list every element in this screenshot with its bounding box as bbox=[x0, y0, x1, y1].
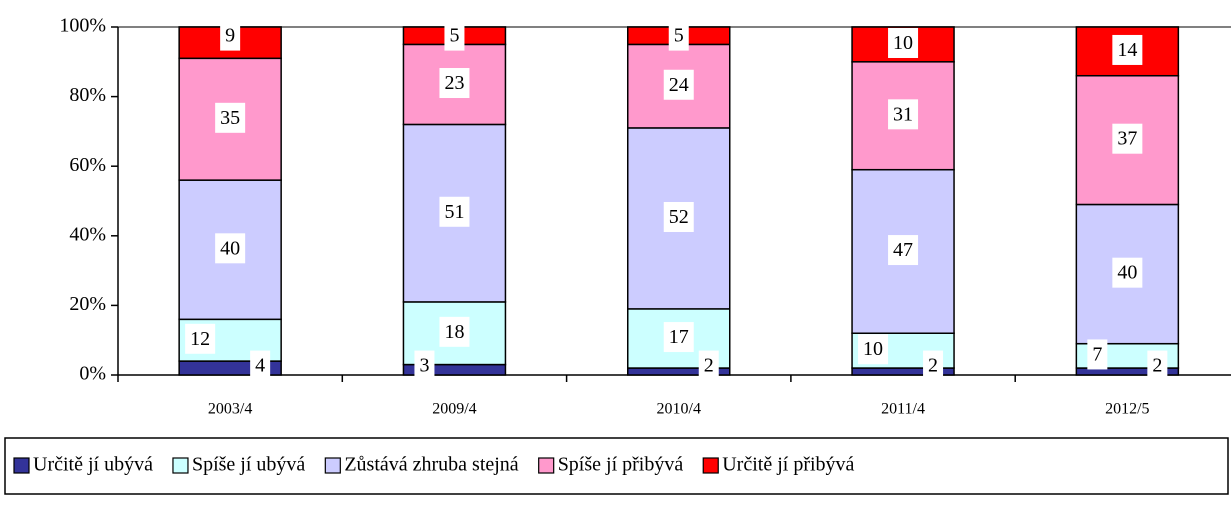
data-label: 2 bbox=[1152, 355, 1162, 377]
y-tick-label: 60% bbox=[69, 154, 106, 176]
legend-label: Zůstává zhruba stejná bbox=[344, 454, 518, 476]
y-tick-label: 80% bbox=[69, 84, 106, 106]
data-label-bg bbox=[414, 350, 435, 381]
data-label: 3 bbox=[419, 355, 429, 377]
data-label: 12 bbox=[190, 328, 210, 350]
data-label: 5 bbox=[674, 25, 684, 47]
legend-swatch bbox=[13, 457, 30, 474]
data-label: 5 bbox=[449, 25, 459, 47]
data-label: 23 bbox=[444, 72, 464, 94]
data-label: 52 bbox=[669, 206, 689, 228]
legend-swatch bbox=[324, 457, 341, 474]
data-label: 37 bbox=[1117, 128, 1137, 150]
x-tick-label: 2009/4 bbox=[432, 401, 476, 418]
data-label-bg bbox=[1112, 34, 1143, 65]
x-tick-label: 2011/4 bbox=[881, 401, 925, 418]
legend-swatch bbox=[702, 457, 719, 474]
data-label-bg bbox=[444, 20, 465, 51]
data-label: 18 bbox=[444, 321, 464, 343]
data-label: 10 bbox=[863, 338, 883, 360]
data-label: 14 bbox=[1117, 39, 1137, 61]
data-label-bg bbox=[663, 322, 694, 353]
data-label-bg bbox=[215, 233, 246, 264]
data-label: 10 bbox=[893, 32, 913, 54]
data-label-bg bbox=[668, 20, 689, 51]
data-label-bg bbox=[439, 316, 470, 347]
data-label-bg bbox=[663, 69, 694, 100]
legend-swatch bbox=[172, 457, 189, 474]
x-tick-label: 2012/5 bbox=[1105, 401, 1149, 418]
data-label: 35 bbox=[220, 107, 240, 129]
x-tick-label: 2010/4 bbox=[657, 401, 701, 418]
data-label-bg bbox=[215, 102, 246, 133]
data-label: 7 bbox=[1092, 343, 1102, 365]
y-tick-label: 20% bbox=[69, 293, 106, 315]
data-label: 2 bbox=[704, 355, 714, 377]
data-label: 4 bbox=[255, 355, 265, 377]
data-label-bg bbox=[1112, 257, 1143, 288]
data-label-bg bbox=[1147, 350, 1168, 381]
data-label-bg bbox=[1112, 123, 1143, 154]
y-tick-label: 0% bbox=[79, 363, 106, 385]
data-label: 17 bbox=[669, 326, 689, 348]
data-label-bg bbox=[185, 323, 216, 354]
data-label-bg bbox=[663, 201, 694, 232]
y-tick-label: 100% bbox=[59, 15, 106, 37]
data-label-bg bbox=[250, 350, 271, 381]
data-label: 2 bbox=[928, 355, 938, 377]
data-label: 24 bbox=[669, 74, 689, 96]
legend-swatch bbox=[538, 457, 555, 474]
data-label-bg bbox=[1087, 339, 1108, 370]
data-label: 40 bbox=[220, 237, 240, 259]
y-tick-label: 40% bbox=[69, 223, 106, 245]
data-label: 9 bbox=[225, 25, 235, 47]
legend-label: Určitě jí přibývá bbox=[722, 454, 854, 476]
legend-label: Určitě jí ubývá bbox=[33, 454, 153, 476]
data-label-bg bbox=[220, 20, 241, 51]
data-label-bg bbox=[888, 99, 919, 130]
data-label-bg bbox=[923, 350, 944, 381]
data-label-bg bbox=[888, 235, 919, 266]
data-label-bg bbox=[439, 68, 470, 99]
data-label: 51 bbox=[444, 201, 464, 223]
legend-label: Spíše jí přibývá bbox=[558, 454, 684, 476]
legend-label: Spíše jí ubývá bbox=[192, 454, 305, 476]
data-label-bg bbox=[888, 27, 919, 58]
legend-box bbox=[4, 437, 1229, 495]
data-label: 47 bbox=[893, 239, 913, 261]
data-label-bg bbox=[439, 196, 470, 227]
data-label-bg bbox=[698, 350, 719, 381]
x-tick-label: 2003/4 bbox=[208, 401, 252, 418]
data-label: 31 bbox=[893, 103, 913, 125]
data-label: 40 bbox=[1117, 262, 1137, 284]
data-label-bg bbox=[858, 334, 889, 365]
